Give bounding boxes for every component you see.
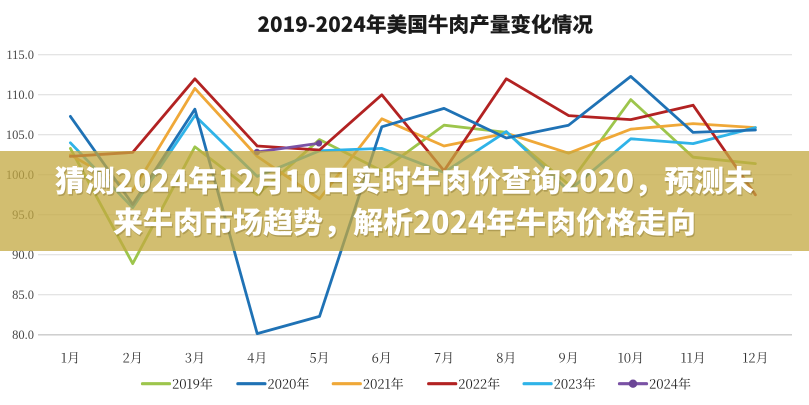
svg-text:80.0: 80.0 bbox=[12, 328, 34, 342]
svg-text:115.0: 115.0 bbox=[6, 48, 34, 62]
svg-text:110.0: 110.0 bbox=[6, 88, 34, 102]
svg-text:105.0: 105.0 bbox=[6, 128, 34, 142]
svg-text:85.0: 85.0 bbox=[12, 288, 34, 302]
svg-text:90.0: 90.0 bbox=[12, 248, 34, 262]
